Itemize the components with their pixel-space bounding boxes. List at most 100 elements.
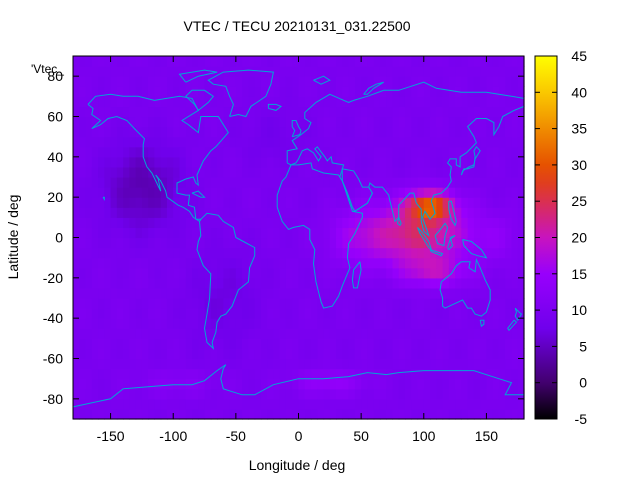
heat-cell (267, 368, 275, 380)
heat-cell (229, 146, 237, 158)
heat-cell (361, 358, 368, 370)
heat-cell (104, 247, 112, 259)
heat-cell (166, 277, 174, 289)
heat-cell (91, 398, 99, 410)
heat-cell (505, 328, 513, 339)
heat-cell (179, 267, 187, 279)
heat-cell (73, 197, 80, 208)
heat-cell (348, 136, 356, 148)
heat-cell (354, 187, 362, 198)
heat-cell (160, 358, 168, 370)
heat-cell (235, 308, 243, 319)
heat-cell (185, 388, 193, 400)
heat-cell (329, 106, 337, 118)
heat-cell (267, 358, 275, 370)
heat-cell (173, 237, 181, 249)
heat-cell (323, 338, 331, 350)
heat-cell (242, 308, 249, 319)
heat-cell (248, 388, 256, 400)
heat-cell (154, 96, 162, 108)
heat-cell (361, 136, 368, 148)
heat-cell (323, 287, 331, 299)
heat-cell (91, 348, 99, 360)
heat-cell (292, 76, 300, 87)
heat-cell (348, 308, 356, 319)
heat-cell (91, 76, 99, 87)
heat-cell (160, 217, 168, 229)
heat-cell (79, 308, 87, 319)
heat-cell (179, 328, 187, 339)
heat-cell (517, 398, 525, 410)
heat-cell (273, 388, 281, 400)
heat-cell (73, 126, 80, 138)
heat-cell (436, 126, 444, 138)
heat-cell (492, 308, 500, 319)
heat-cell (317, 156, 325, 168)
heat-cell (129, 398, 137, 410)
heat-cell (210, 348, 218, 360)
heat-cell (348, 408, 356, 420)
heat-cell (379, 308, 387, 319)
heat-cell (198, 348, 206, 360)
heat-cell (336, 177, 343, 188)
heat-cell (160, 136, 168, 148)
heat-cell (498, 348, 506, 360)
heat-cell (185, 227, 193, 239)
heat-cell (254, 378, 262, 390)
heat-cell (185, 408, 193, 420)
heat-cell (311, 398, 318, 410)
heat-cell (342, 106, 350, 118)
heat-cell (486, 328, 494, 339)
heat-cell (166, 358, 174, 370)
heat-cell (173, 328, 181, 339)
heat-cell (467, 106, 475, 118)
heat-cell (329, 146, 337, 158)
heat-cell (323, 126, 331, 138)
heat-cell (154, 197, 162, 208)
heat-cell (498, 338, 506, 350)
heat-cell (498, 156, 506, 168)
heat-cell (430, 76, 437, 87)
heat-cell (179, 388, 187, 400)
heat-cell (192, 96, 199, 108)
heat-cell (192, 156, 199, 168)
heat-cell (148, 156, 156, 168)
heat-cell (116, 66, 124, 77)
heat-cell (511, 146, 519, 158)
heat-cell (185, 398, 193, 410)
heat-cell (185, 348, 193, 360)
heat-cell (223, 166, 231, 178)
heat-cell (367, 358, 375, 370)
heat-cell (204, 308, 212, 319)
heat-cell (436, 76, 444, 87)
heat-cell (273, 368, 281, 380)
heat-cell (98, 126, 105, 138)
coastline-madagascar (351, 261, 362, 289)
heat-cell (379, 177, 387, 188)
heat-cell (336, 116, 343, 128)
heat-cell (110, 247, 118, 259)
heat-cell (223, 96, 231, 108)
heat-cell (448, 388, 456, 400)
heat-cell (279, 318, 287, 329)
heat-cell (423, 156, 431, 168)
heat-cell (235, 287, 243, 299)
heat-cell (235, 328, 243, 339)
heat-cell (379, 358, 387, 370)
heat-cell (336, 156, 343, 168)
heat-cell (116, 227, 124, 239)
heat-cell (110, 308, 118, 319)
heat-cell (461, 156, 469, 168)
heat-cell (467, 187, 475, 198)
heat-cell (129, 267, 137, 279)
heat-cell (235, 408, 243, 420)
heat-cell (442, 368, 450, 380)
heat-cell (166, 338, 174, 350)
heat-cell (342, 398, 350, 410)
heat-cell (129, 166, 137, 178)
heat-cell (148, 217, 156, 229)
heat-cell (342, 76, 350, 87)
heat-cell (235, 177, 243, 188)
heat-cell (417, 116, 425, 128)
heat-cell (223, 136, 231, 148)
